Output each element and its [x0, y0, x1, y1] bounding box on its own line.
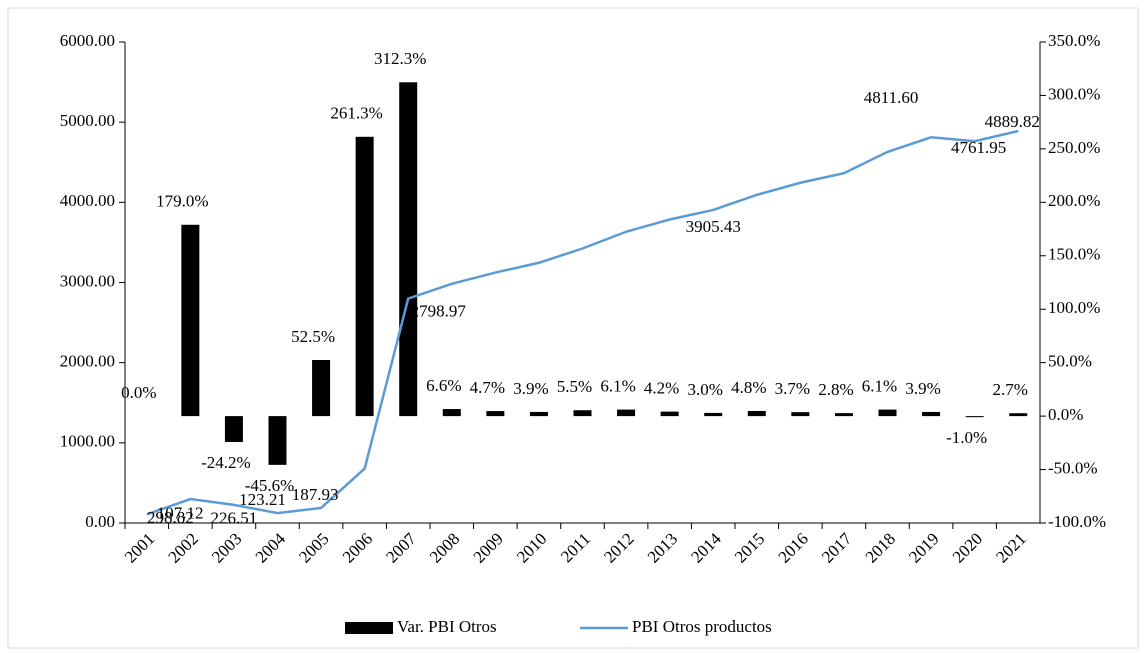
bar-value-label: 0.0%	[121, 383, 156, 402]
legend-label: PBI Otros productos	[632, 617, 772, 636]
y2-tick-label: 300.0%	[1048, 84, 1100, 103]
bar	[791, 412, 810, 417]
bar-value-label: 3.0%	[688, 380, 723, 399]
bar	[834, 413, 853, 417]
bar	[747, 410, 766, 417]
bar-value-label: -1.0%	[946, 428, 987, 447]
legend-label: Var. PBI Otros	[397, 617, 497, 636]
bar-value-label: -45.6%	[245, 476, 295, 495]
bar-value-label: 3.9%	[513, 379, 548, 398]
y2-tick-label: -100.0%	[1048, 512, 1106, 531]
bar	[660, 411, 679, 417]
bar	[1009, 413, 1028, 417]
y-tick-label: 2000.00	[60, 352, 115, 371]
bar-value-label: 4.7%	[470, 378, 505, 397]
bar-value-label: 6.1%	[600, 376, 635, 395]
y-tick-label: 1000.00	[60, 432, 115, 451]
y-tick-label: 0.00	[85, 512, 115, 531]
bar	[486, 411, 505, 417]
bar-value-label: 312.3%	[374, 49, 426, 68]
bar	[922, 411, 941, 417]
line-value-label: 4761.95	[951, 138, 1006, 157]
line-value-label: 226.51	[211, 509, 258, 528]
bar	[529, 411, 548, 417]
bar	[965, 416, 984, 418]
y2-tick-label: 150.0%	[1048, 245, 1100, 264]
bar-value-label: 3.7%	[775, 379, 810, 398]
bar-value-label: 52.5%	[291, 327, 335, 346]
bar	[312, 359, 331, 417]
bar-value-label: -24.2%	[201, 453, 251, 472]
y-tick-label: 6000.00	[60, 31, 115, 50]
bar-value-label: 4.2%	[644, 379, 679, 398]
bar-value-label: 5.5%	[557, 377, 592, 396]
line	[146, 129, 1019, 516]
y-tick-label: 5000.00	[60, 111, 115, 130]
line-value-label: 187.93	[292, 485, 339, 504]
bar	[617, 409, 636, 417]
bar-value-label: 261.3%	[330, 104, 382, 123]
y2-tick-label: 200.0%	[1048, 191, 1100, 210]
bar-value-label: 6.1%	[862, 376, 897, 395]
bar	[355, 136, 374, 417]
bar	[224, 416, 243, 442]
bar	[442, 409, 461, 417]
bar	[181, 224, 200, 417]
bar	[268, 416, 287, 465]
bar	[878, 409, 897, 417]
legend-swatch	[345, 622, 393, 634]
line-value-label: 4811.60	[864, 88, 919, 107]
bar-value-label: 179.0%	[156, 192, 208, 211]
line-value-label: 4889.82	[985, 112, 1040, 131]
line-value-label: 2798.97	[411, 302, 467, 321]
line-value-label: 3905.43	[686, 217, 741, 236]
y2-tick-label: 0.0%	[1048, 405, 1083, 424]
bar	[573, 410, 592, 417]
y2-tick-label: 350.0%	[1048, 31, 1100, 50]
bar	[704, 412, 723, 417]
bar-value-label: 4.8%	[731, 378, 766, 397]
y2-tick-label: -50.0%	[1048, 458, 1098, 477]
y2-tick-label: 50.0%	[1048, 352, 1092, 371]
y2-tick-label: 100.0%	[1048, 298, 1100, 317]
bar-value-label: 3.9%	[905, 379, 940, 398]
line-value-label: 107.12	[157, 503, 204, 522]
y-tick-label: 3000.00	[60, 271, 115, 290]
bar	[399, 82, 418, 417]
bar-value-label: 2.8%	[818, 380, 853, 399]
bar-value-label: 2.7%	[993, 380, 1028, 399]
y2-tick-label: 250.0%	[1048, 138, 1100, 157]
bar-value-label: 6.6%	[426, 376, 461, 395]
line-value-label: 298.82	[147, 508, 194, 527]
y-tick-label: 4000.00	[60, 191, 115, 210]
line-value-label: 123.21	[239, 490, 286, 509]
